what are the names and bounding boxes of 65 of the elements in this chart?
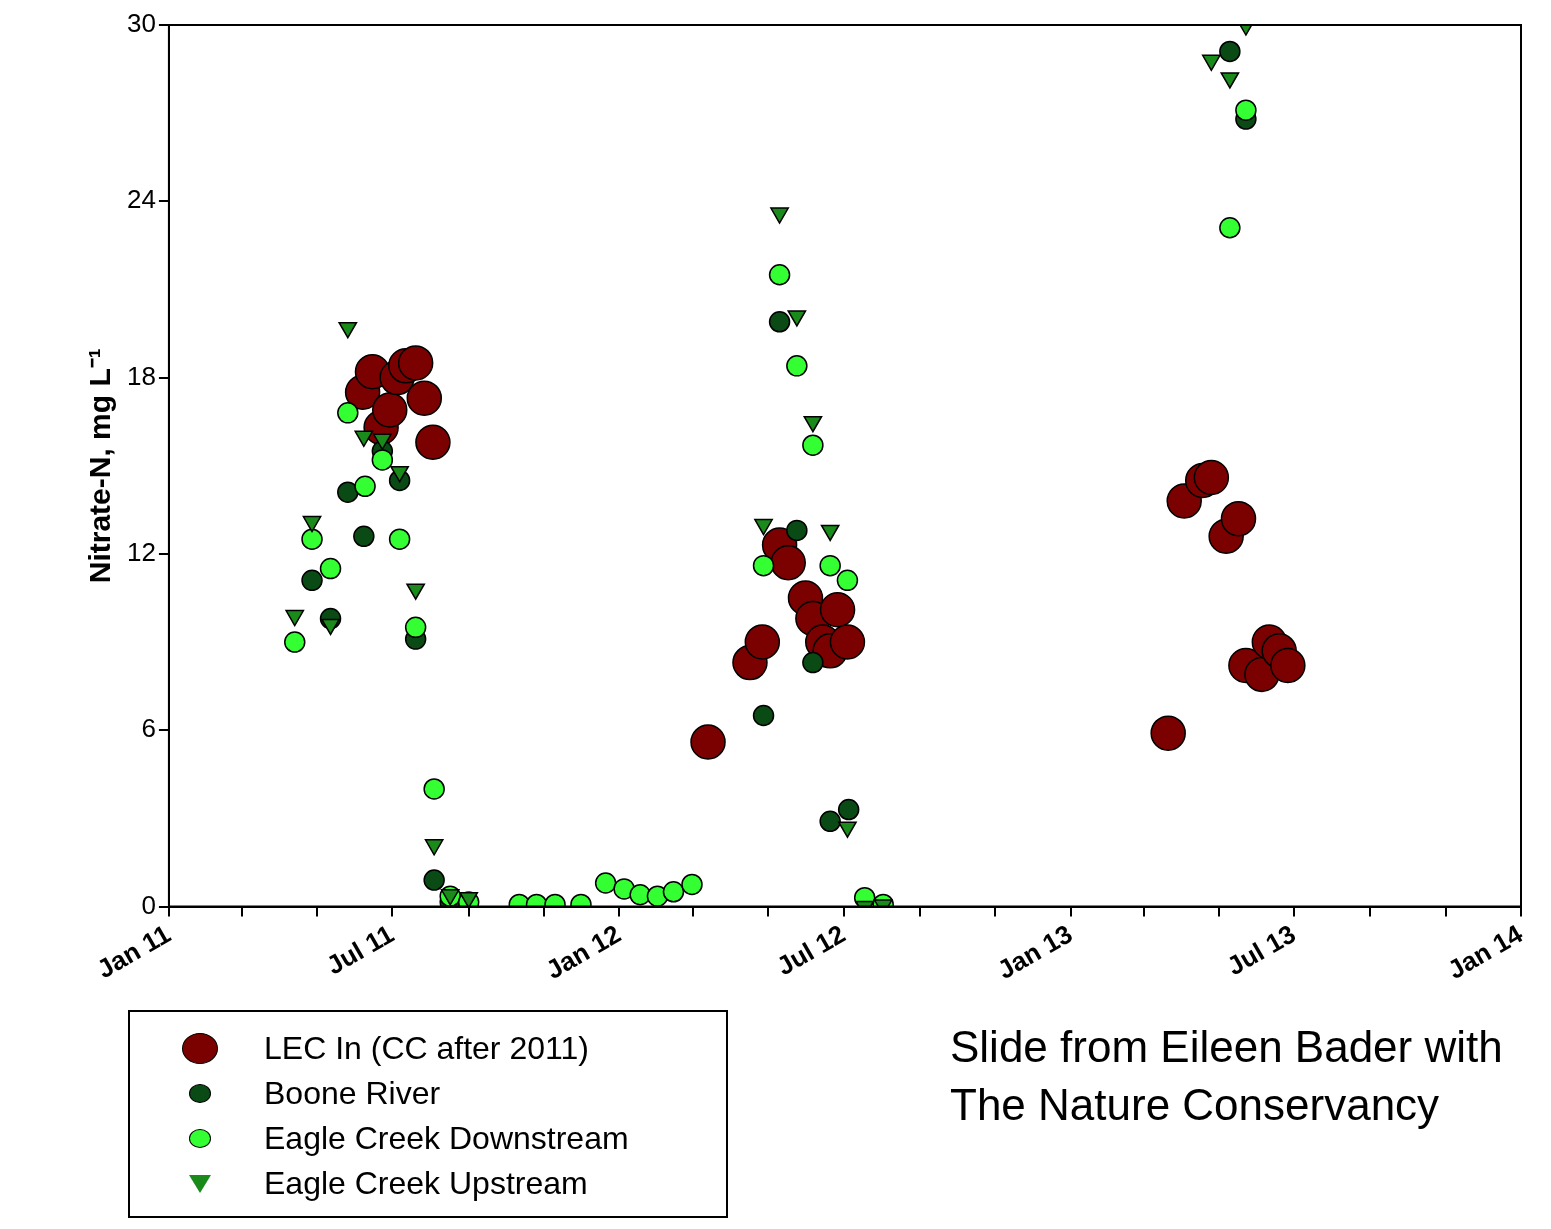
point	[768, 311, 791, 333]
point	[802, 434, 824, 456]
x-tick-label: Jan 11	[91, 918, 176, 985]
point	[752, 704, 775, 727]
point	[786, 519, 808, 542]
legend-label: Eagle Creek Upstream	[264, 1165, 588, 1202]
point	[786, 355, 808, 377]
legend-label: Boone River	[264, 1075, 441, 1112]
point	[397, 345, 434, 381]
point	[1270, 647, 1306, 684]
point	[613, 878, 635, 900]
x-tick-label: Jul 13	[1221, 918, 1301, 982]
point	[819, 554, 841, 577]
point	[423, 869, 445, 891]
y-tick-label: 18	[127, 360, 156, 391]
point	[681, 873, 703, 896]
point	[301, 569, 323, 592]
point	[594, 872, 617, 894]
legend-label: Eagle Creek Downstream	[264, 1120, 629, 1157]
point	[415, 424, 451, 460]
point	[690, 724, 726, 760]
legend-label: LEC In (CC after 2011)	[264, 1030, 589, 1067]
point	[404, 616, 427, 639]
point	[629, 884, 651, 906]
point	[353, 525, 375, 548]
text: Slide from Eileen Bader with The Nature Conservancy	[950, 1021, 1503, 1131]
y-tick-label: 6	[141, 713, 156, 744]
point	[1235, 99, 1257, 121]
point	[829, 624, 866, 660]
point	[388, 528, 411, 550]
y-tick-label: 24	[127, 184, 156, 215]
point	[337, 402, 359, 424]
point	[819, 810, 841, 833]
point	[819, 591, 856, 628]
point	[836, 569, 859, 592]
point	[1219, 40, 1241, 63]
point	[371, 392, 408, 428]
point	[406, 380, 443, 416]
x-tick-label: Jan 12	[540, 918, 626, 985]
x-tick-label: Jul 11	[321, 918, 399, 981]
point	[1220, 500, 1257, 537]
x-tick-label: Jul 12	[771, 918, 851, 982]
point	[770, 544, 806, 581]
point	[1219, 217, 1241, 239]
y-tick-label: 30	[127, 8, 156, 39]
point	[371, 449, 394, 471]
point	[768, 264, 791, 286]
point	[744, 624, 781, 660]
x-tick-label: Jan 13	[992, 918, 1078, 985]
point	[752, 554, 775, 577]
point	[337, 481, 359, 503]
x-tick-label: Jan 14	[1442, 918, 1529, 985]
y-axis-title: Nitrate-N, mg L⁻¹	[83, 348, 117, 584]
y-tick-label: 0	[141, 889, 156, 920]
point	[319, 557, 342, 580]
point	[354, 475, 376, 498]
y-tick-label: 12	[127, 537, 156, 568]
point	[1150, 715, 1186, 751]
point	[837, 798, 860, 821]
point	[662, 881, 685, 903]
point	[284, 631, 306, 653]
point	[301, 528, 323, 550]
point	[802, 651, 824, 674]
point	[423, 778, 445, 800]
point	[1193, 459, 1230, 496]
